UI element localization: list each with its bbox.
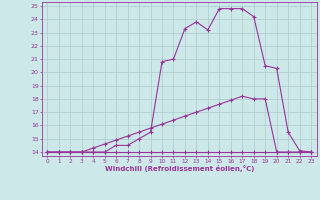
X-axis label: Windchill (Refroidissement éolien,°C): Windchill (Refroidissement éolien,°C) [105, 165, 254, 172]
